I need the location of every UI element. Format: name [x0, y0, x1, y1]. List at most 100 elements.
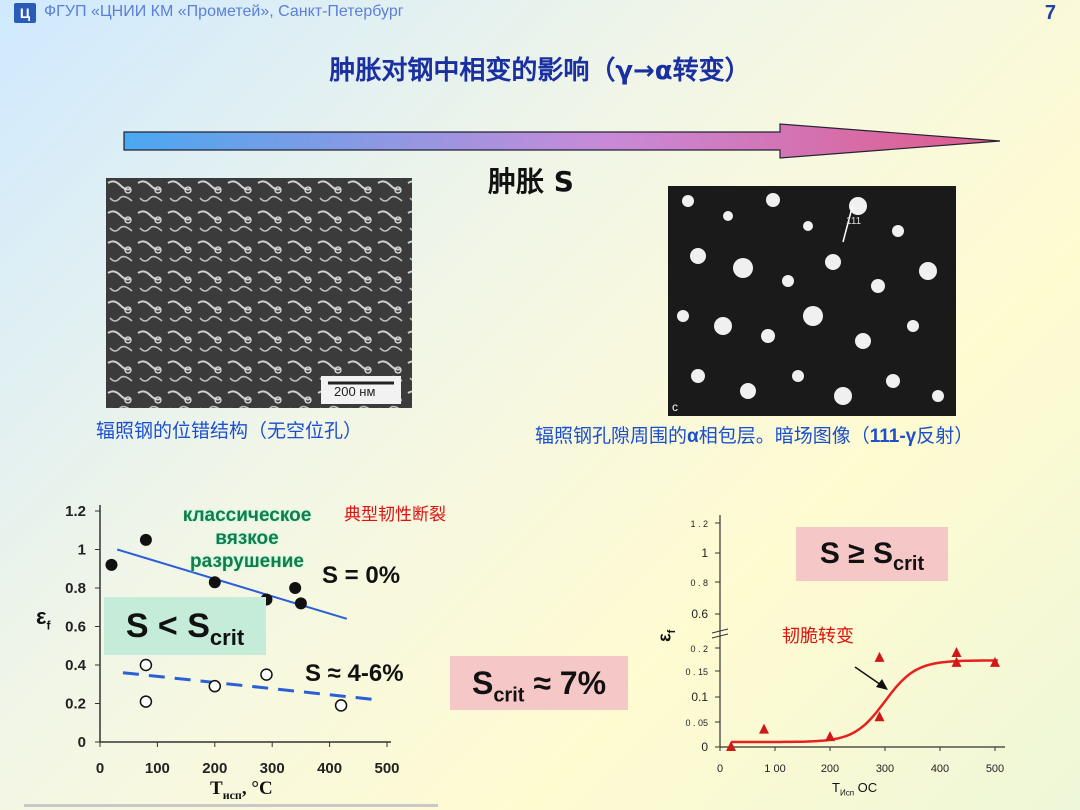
right-x-tick-label: 1 00: [764, 763, 785, 775]
left-y-tick-label: 1: [78, 542, 86, 559]
right-caption: 辐照钢孔隙周围的α相包层。暗场图像（111-γ反射）: [535, 421, 973, 448]
left-ylabel-main: ε: [36, 604, 47, 629]
left-chart: 0 100 200 300 400 500 0 0.2 0.4 0.6 0.8 1 1.2: [65, 503, 399, 777]
ductile-note: 典型韧性断裂: [344, 505, 446, 525]
right-caption-post: 反射）: [916, 425, 974, 447]
right-y-tick-label: 0: [701, 740, 708, 754]
org-name: ФГУП «ЦНИИ КМ «Прометей», Санкт-Петербур…: [44, 3, 404, 20]
left-xlabel-main: T: [210, 778, 223, 799]
scrit-sub: crit: [493, 684, 525, 707]
right-y-tick-label: 0 . 2: [690, 644, 708, 654]
right-y-tick-label: 1: [701, 546, 708, 560]
left-x-tick-label: 0: [96, 760, 104, 777]
left-point-filled: [139, 533, 152, 546]
left-x-tick-label: 300: [260, 760, 285, 777]
left-point-filled: [289, 582, 302, 594]
transition-arrow-head: [876, 679, 888, 690]
left-x-tick-label: 500: [374, 760, 399, 777]
left-ylabel: εf: [36, 604, 50, 632]
left-trend-s46: [122, 671, 376, 702]
right-y-tick-label: 0.6: [691, 607, 708, 621]
right-caption-pre: 辐照钢孔隙周围的: [535, 425, 688, 447]
right-axis-break-b: [711, 633, 729, 639]
s-ge-main: S ≥ S: [819, 537, 894, 570]
swelling-arrow: [123, 123, 1001, 159]
right-xlabel-sub: Исп: [839, 788, 855, 798]
right-point-triangle: [874, 711, 885, 722]
s-ge-scrit-box: S ≥ Scrit: [796, 527, 948, 581]
right-point-triangle: [951, 656, 962, 667]
swelling-label: 肿胀 S: [488, 165, 574, 198]
right-xlabel-unit: OC: [857, 780, 878, 795]
dislocation-micrograph: 200 нм: [106, 178, 412, 408]
left-xlabel-sub: исп: [222, 787, 242, 802]
reflection-annotation: 111: [846, 216, 862, 227]
s-lt-main: S < S: [125, 607, 210, 645]
right-point-triangle: [874, 651, 885, 662]
left-xlabel: Tисп, °C: [210, 778, 273, 803]
right-xlabel: TИсп OC: [832, 780, 877, 798]
left-y-tick-label: 0.4: [65, 657, 87, 674]
right-point-triangle: [990, 656, 1000, 667]
footer-line: [24, 804, 438, 807]
classic-ductile-label: классическое вязкое разрушение: [172, 504, 322, 573]
right-axis-break-a: [711, 628, 729, 634]
left-y-tick-label: 0.2: [65, 696, 86, 713]
s-lt-sub: crit: [209, 624, 245, 650]
left-y-tick-label: 0.8: [65, 580, 86, 597]
left-caption: 辐照钢的位错结构（无空位孔）: [96, 420, 363, 442]
left-point-open: [260, 668, 273, 681]
left-point-open: [139, 695, 153, 708]
right-sigmoid-curve: [731, 659, 998, 744]
scrit-main: S: [471, 665, 494, 701]
left-ylabel-sub: f: [46, 618, 51, 633]
dark-field-micrograph: 111 c: [668, 186, 956, 416]
s0-label: S = 0%: [322, 562, 401, 589]
right-ylabel: εf: [654, 630, 678, 642]
scrit-box: Scrit ≈ 7%: [450, 656, 628, 710]
left-point-filled: [208, 576, 221, 589]
left-trend-s0: [116, 548, 348, 620]
transition-note: 韧脆转变: [782, 626, 854, 647]
s46-label: S ≈ 4-6%: [305, 660, 404, 687]
right-y-tick-label: 0 . 05: [685, 718, 708, 728]
left-x-tick-label: 200: [202, 760, 227, 777]
right-y-tick-label: 0 . 15: [685, 667, 708, 677]
right-x-tick-label: 300: [876, 763, 894, 775]
left-point-open: [139, 658, 153, 672]
right-caption-mid: 相包层。暗场图像（: [698, 425, 870, 447]
right-point-triangle: [825, 731, 835, 742]
s-lt-scrit-box: S < Scrit: [104, 597, 266, 655]
right-chart: 0 0 . 05 0.1 0 . 15 0 . 2 0.6 0 . 8 1 1 . 2 0 1 00…: [685, 515, 1005, 775]
right-point-triangle: [951, 646, 962, 657]
left-y-tick-label: 0: [78, 734, 86, 751]
left-xlabel-unit: , °C: [241, 778, 273, 799]
right-x-tick-label: 200: [821, 763, 839, 775]
right-y-tick-label: 1 . 2: [690, 519, 708, 529]
classic-line-1: классическое: [182, 505, 312, 526]
left-point-open: [334, 699, 348, 712]
s-ge-sub: crit: [893, 553, 925, 575]
right-y-tick-label: 0 . 8: [690, 578, 708, 588]
left-point-filled: [294, 597, 307, 610]
left-y-tick-label: 1.2: [65, 503, 86, 520]
classic-line-3: разрушение: [190, 551, 304, 572]
left-point-open: [208, 679, 222, 693]
right-ylabel-main: ε: [654, 633, 675, 642]
right-caption-alpha: α: [687, 426, 699, 447]
left-x-tick-label: 100: [145, 760, 170, 777]
right-caption-bold: 111-γ: [869, 426, 917, 447]
slide-title: 肿胀对钢中相变的影响（γ→α转变）: [329, 56, 751, 86]
right-point-triangle: [726, 741, 736, 751]
logo-icon: Ц: [14, 3, 36, 23]
right-x-tick-label: 0: [717, 763, 723, 775]
right-point-triangle: [759, 723, 769, 734]
right-x-tick-label: 500: [986, 763, 1004, 775]
right-xlabel-main: T: [832, 780, 840, 795]
right-ylabel-sub: f: [665, 629, 678, 634]
left-y-tick-label: 0.6: [65, 619, 86, 636]
left-point-filled: [105, 558, 118, 571]
right-y-tick-label: 0.1: [691, 690, 708, 704]
panel-letter: c: [672, 400, 678, 414]
page-number: 7: [1044, 2, 1056, 24]
